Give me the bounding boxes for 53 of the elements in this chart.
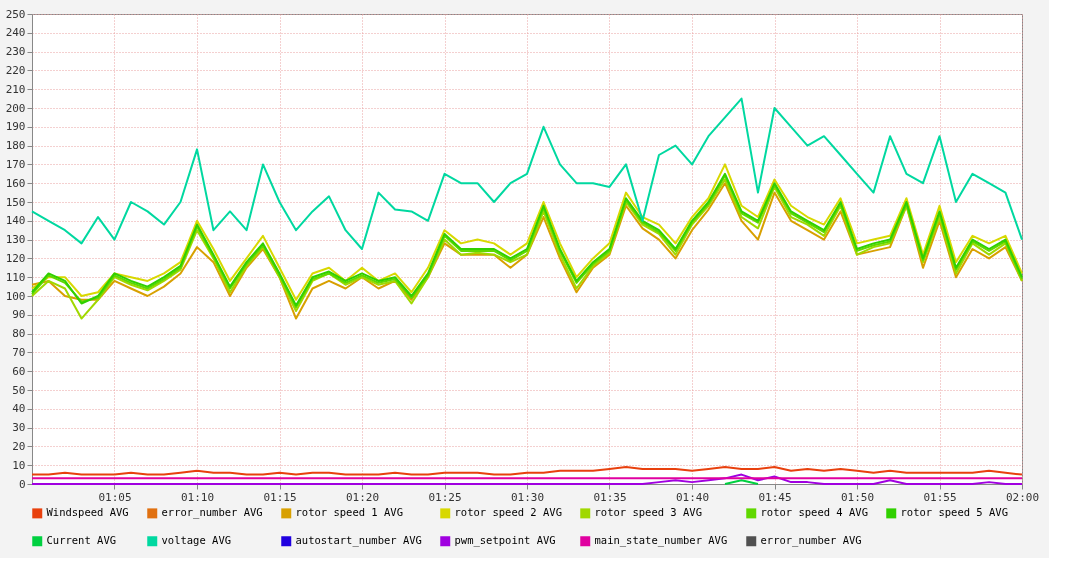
x-tick-label: 01:30	[510, 490, 545, 504]
x-tick-label: 01:45	[758, 490, 792, 504]
y-tick-label: 0	[18, 477, 26, 491]
y-tick-label: 120	[5, 251, 26, 265]
x-tick-label: 01:15	[263, 490, 297, 504]
x-tick-label: 01:50	[840, 490, 875, 504]
legend-label: rotor speed 5 AVG	[900, 506, 1008, 519]
y-tick-label: 30	[12, 421, 26, 435]
y-tick-label: 60	[12, 364, 26, 378]
y-tick-label: 160	[5, 176, 26, 190]
line-series	[31, 97, 1023, 250]
y-tick-label: 20	[12, 439, 26, 453]
y-tick-label: 90	[12, 308, 26, 322]
legend-label: error_number AVG	[760, 534, 862, 548]
legend-label: main_state_number AVG	[594, 534, 728, 548]
y-tick-label: 180	[5, 139, 26, 153]
y-tick-label: 220	[5, 63, 26, 77]
y-tick-label: 240	[5, 26, 26, 40]
x-tick-label: 01:25	[428, 490, 462, 504]
x-tick-label: 01:55	[923, 490, 957, 504]
legend-label: rotor speed 2 AVG	[454, 506, 562, 519]
x-tick-label: 02:00	[1005, 490, 1040, 504]
y-tick-label: 10	[12, 458, 26, 472]
y-tick-label: 230	[5, 45, 26, 59]
y-tick-label: 140	[5, 214, 26, 228]
legend-label: Current AVG	[46, 534, 117, 547]
legend-label: pwm_setpoint AVG	[454, 534, 556, 548]
y-tick-label: 150	[5, 195, 26, 209]
legend-label: rotor speed 3 AVG	[594, 506, 702, 519]
y-tick-label: 190	[5, 120, 26, 134]
x-tick-label: 01:40	[675, 490, 710, 504]
y-tick-label: 40	[12, 402, 26, 416]
y-tick-label: 250	[5, 7, 26, 21]
y-tick-label: 170	[5, 157, 26, 171]
y-tick-label: 210	[5, 82, 26, 96]
x-tick-label: 01:20	[345, 490, 380, 504]
y-tick-label: 130	[5, 233, 26, 247]
y-tick-label: 110	[5, 270, 26, 284]
legend-label: autostart_number AVG	[295, 534, 422, 548]
legend-label: rotor speed 1 AVG	[295, 506, 403, 519]
y-tick-label: 50	[12, 383, 26, 397]
legend-label: rotor speed 4 AVG	[760, 506, 868, 519]
legend-label: voltage AVG	[161, 534, 232, 547]
x-tick-label: 01:10	[180, 490, 215, 504]
line-series	[31, 466, 1023, 476]
y-tick-label: 100	[5, 289, 26, 303]
x-tick-label: 01:35	[593, 490, 627, 504]
legend-label: error_number AVG	[161, 506, 263, 520]
x-tick-label: 01:05	[98, 490, 132, 504]
legend-label: Windspeed AVG	[46, 506, 129, 519]
y-tick-label: 80	[12, 327, 26, 341]
y-tick-label: 200	[5, 101, 26, 115]
y-tick-label: 70	[12, 345, 26, 359]
